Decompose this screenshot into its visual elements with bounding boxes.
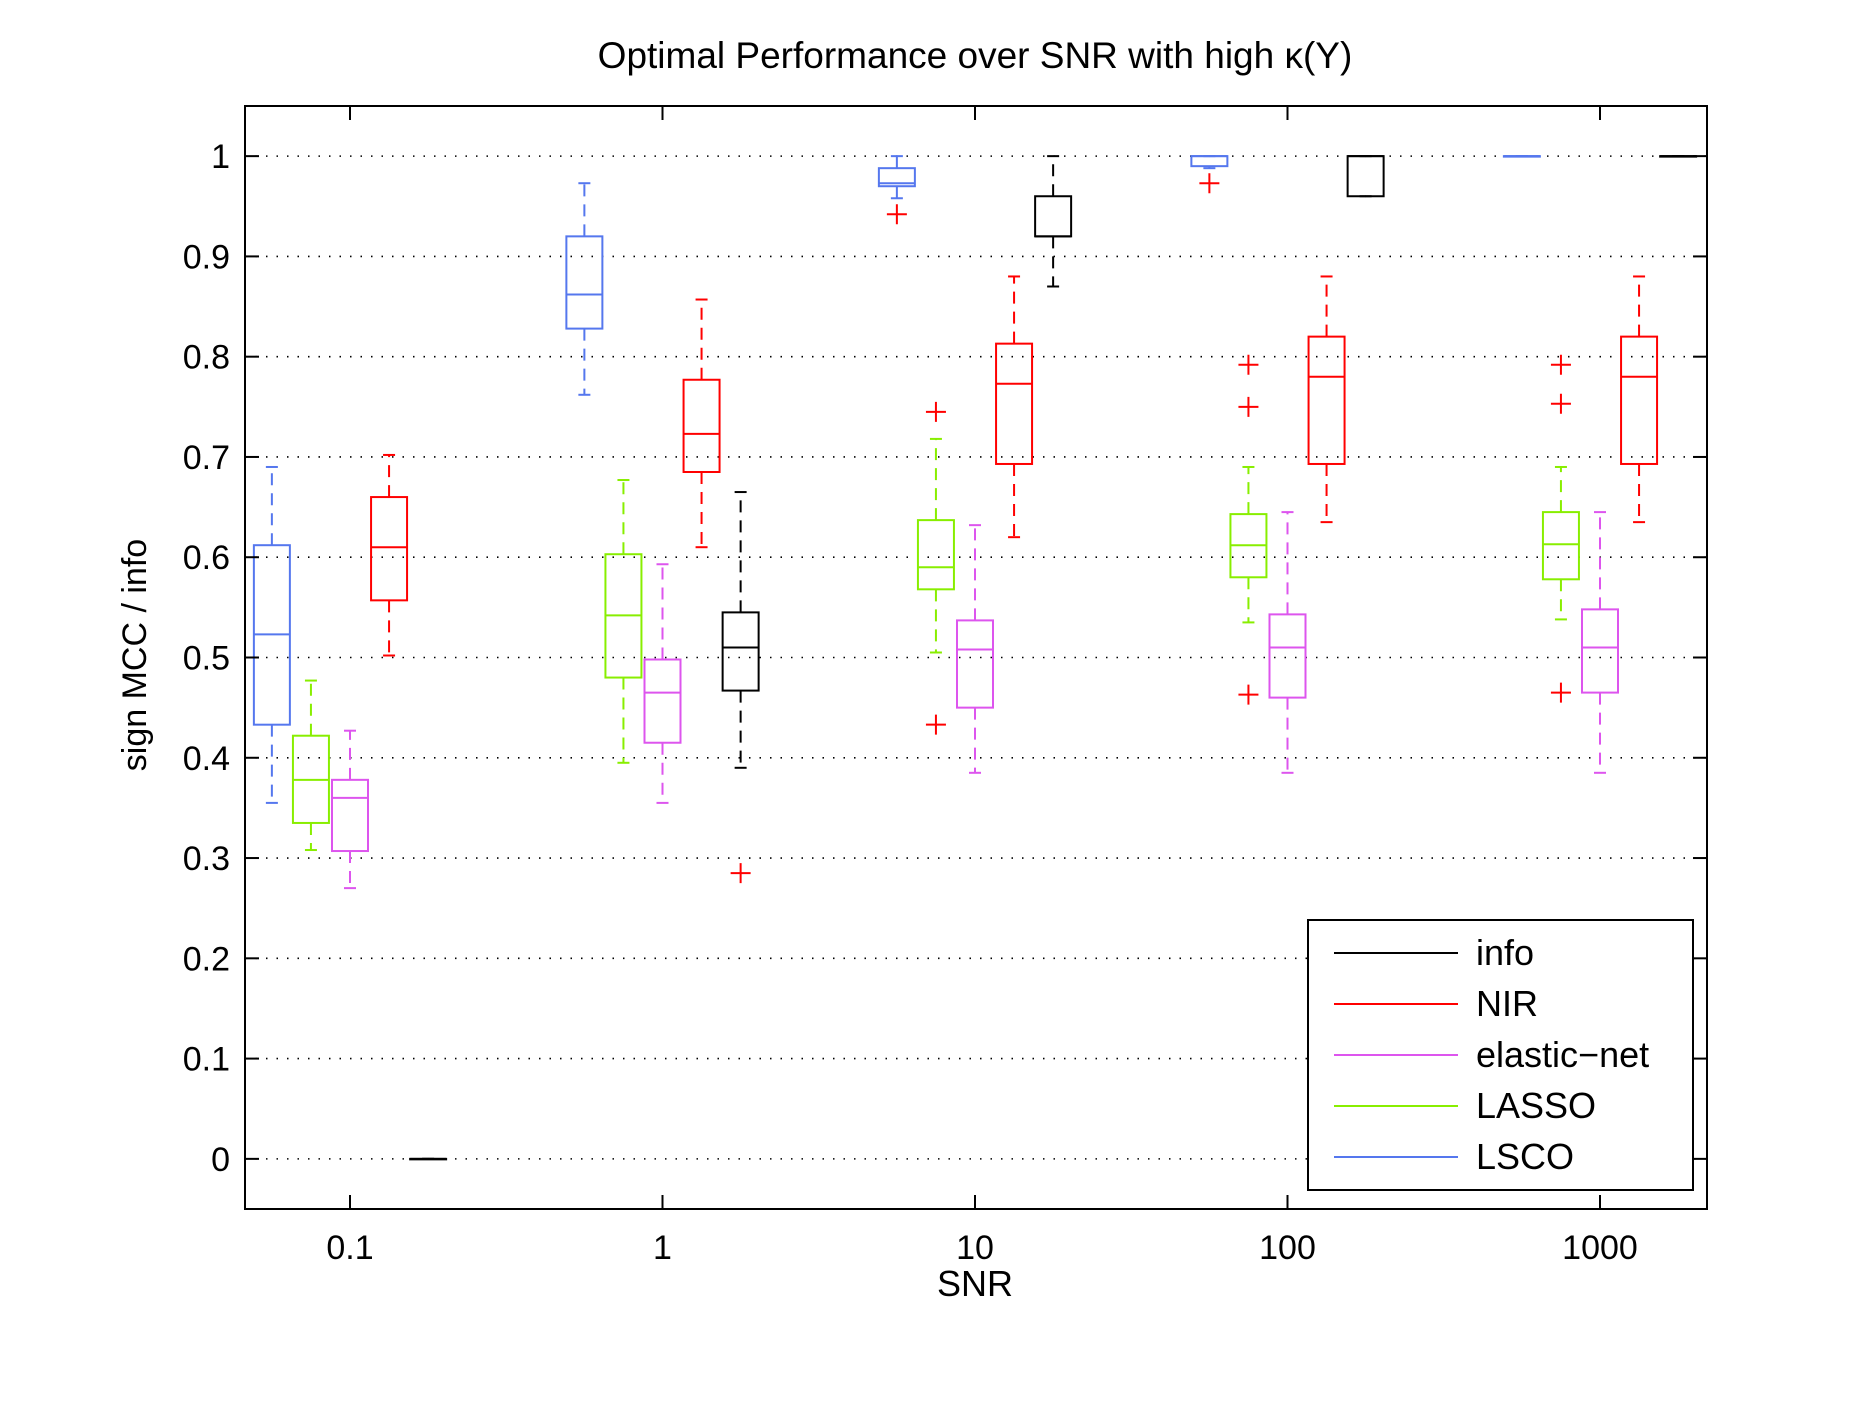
outlier-marker bbox=[1550, 354, 1571, 375]
box-plot bbox=[995, 275, 1034, 539]
box-plot bbox=[682, 298, 721, 549]
box-iqr bbox=[1268, 613, 1307, 699]
y-tick-label: 0.7 bbox=[183, 439, 230, 477]
box-plot bbox=[1229, 354, 1268, 705]
box-plot bbox=[877, 155, 916, 225]
box-plot bbox=[1502, 155, 1541, 158]
legend-entry: LSCO bbox=[1334, 1136, 1574, 1177]
box-iqr bbox=[721, 611, 760, 692]
y-axis-label: sign MCC / info bbox=[116, 539, 154, 771]
box-plot bbox=[956, 524, 994, 774]
y-tick-label: 1 bbox=[211, 138, 230, 176]
box-iqr bbox=[877, 167, 916, 188]
box-iqr bbox=[1541, 511, 1580, 581]
box-iqr bbox=[956, 619, 994, 709]
axis-ticks: 0 0.1 0.2 0.3 0.4 0.5 0.6 0.7 0.8 0.9 1 0.1 1 10 100 10… bbox=[183, 106, 1707, 1267]
series-nir bbox=[370, 275, 1659, 657]
box-plot bbox=[409, 1157, 448, 1161]
legend-label: info bbox=[1476, 932, 1534, 973]
box-plot bbox=[331, 729, 369, 890]
box-iqr bbox=[1034, 195, 1073, 238]
legend-label: NIR bbox=[1476, 983, 1538, 1024]
legend-label: LSCO bbox=[1476, 1136, 1574, 1177]
box-iqr bbox=[331, 778, 369, 853]
box-plot bbox=[1659, 155, 1698, 158]
box-iqr bbox=[916, 519, 955, 591]
series-lsco bbox=[252, 155, 1541, 804]
legend-label: elastic−net bbox=[1476, 1034, 1649, 1075]
chart-title: Optimal Performance over SNR with high κ… bbox=[598, 35, 1353, 76]
box-plot bbox=[721, 491, 760, 884]
y-tick-label: 0 bbox=[211, 1141, 230, 1179]
box-plot bbox=[1541, 354, 1580, 703]
outlier-marker bbox=[1199, 173, 1220, 194]
box-iqr bbox=[995, 342, 1034, 465]
y-tick-label: 0.6 bbox=[183, 539, 230, 577]
x-tick-label: 1000 bbox=[1562, 1229, 1638, 1267]
box-iqr bbox=[1190, 155, 1229, 168]
box-plot bbox=[252, 465, 291, 804]
outlier-marker bbox=[925, 714, 946, 735]
box-iqr bbox=[1581, 608, 1619, 694]
box-plot bbox=[1034, 155, 1073, 288]
box-plot bbox=[604, 479, 643, 764]
box-plot bbox=[1190, 155, 1229, 194]
outlier-marker bbox=[925, 401, 946, 422]
box-iqr bbox=[1620, 335, 1659, 465]
outlier-marker bbox=[886, 204, 907, 225]
x-tick-label: 10 bbox=[956, 1229, 994, 1267]
legend-entry: info bbox=[1334, 932, 1534, 973]
legend-entry: LASSO bbox=[1334, 1085, 1596, 1126]
series-elastic-net bbox=[331, 511, 1619, 890]
y-tick-label: 0.8 bbox=[183, 339, 230, 377]
y-tick-label: 0.9 bbox=[183, 238, 230, 276]
box-plot bbox=[916, 401, 955, 735]
series-info bbox=[409, 155, 1698, 1161]
legend-entry: elastic−net bbox=[1334, 1034, 1649, 1075]
box-plot bbox=[1346, 155, 1385, 198]
box-plot bbox=[1581, 511, 1619, 774]
outlier-marker bbox=[730, 863, 751, 884]
legend-label: LASSO bbox=[1476, 1085, 1596, 1126]
series-lasso bbox=[291, 354, 1580, 852]
y-tick-label: 0.3 bbox=[183, 840, 230, 878]
outlier-marker bbox=[1238, 354, 1259, 375]
box-plot bbox=[370, 453, 409, 657]
box-series bbox=[252, 155, 1698, 1161]
outlier-marker bbox=[1238, 396, 1259, 417]
x-tick-label: 0.1 bbox=[326, 1229, 373, 1267]
outlier-marker bbox=[1550, 393, 1571, 414]
x-tick-label: 100 bbox=[1259, 1229, 1316, 1267]
box-plot bbox=[643, 563, 682, 804]
y-tick-label: 0.2 bbox=[183, 940, 230, 978]
box-plot bbox=[1268, 511, 1307, 774]
outlier-marker bbox=[1550, 682, 1571, 703]
box-plot bbox=[565, 182, 604, 396]
outlier-marker bbox=[1238, 684, 1259, 705]
box-iqr bbox=[1346, 155, 1385, 198]
y-tick-label: 0.5 bbox=[183, 640, 230, 678]
box-iqr bbox=[565, 235, 604, 330]
box-iqr bbox=[643, 658, 682, 744]
y-tick-label: 0.4 bbox=[183, 740, 230, 778]
box-iqr bbox=[1307, 335, 1346, 465]
box-iqr bbox=[370, 496, 409, 602]
x-axis-label: SNR bbox=[937, 1263, 1013, 1304]
box-plot bbox=[1307, 275, 1346, 524]
y-tick-label: 0.1 bbox=[183, 1041, 230, 1079]
legend: info NIR elastic−net LASSO LSCO bbox=[1307, 919, 1694, 1191]
box-iqr bbox=[682, 378, 721, 473]
x-tick-label: 1 bbox=[653, 1229, 672, 1267]
box-plot bbox=[291, 679, 330, 852]
box-plot bbox=[1620, 275, 1659, 524]
legend-entry: NIR bbox=[1334, 983, 1538, 1024]
